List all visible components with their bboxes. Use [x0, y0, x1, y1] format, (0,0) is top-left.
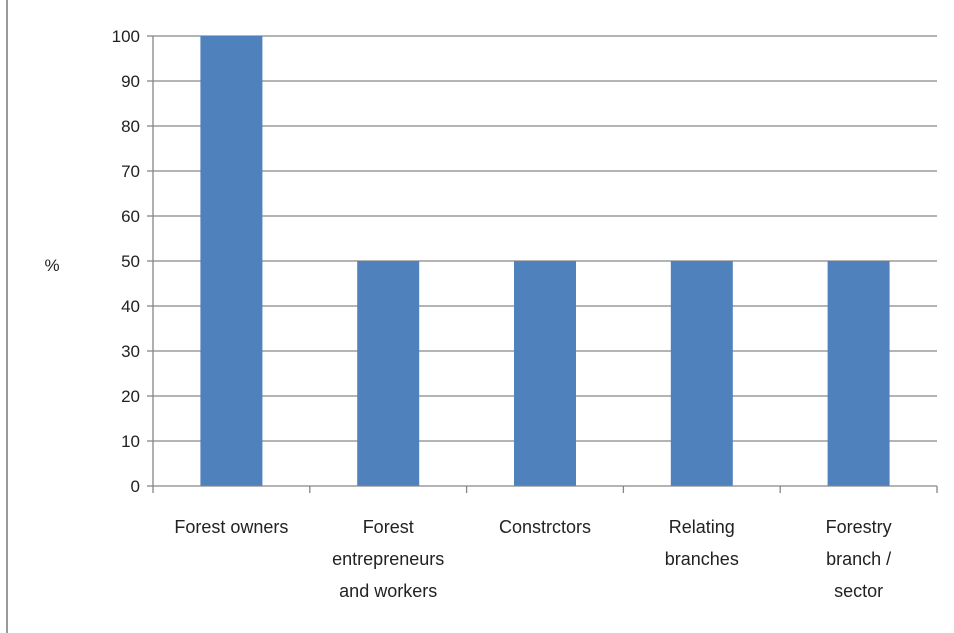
- y-tick-label: 80: [121, 117, 140, 136]
- bar: [514, 261, 576, 486]
- x-category-label: Forestry branch / sector: [826, 517, 892, 601]
- bars: [200, 36, 890, 486]
- bar: [200, 36, 263, 486]
- x-category-label: Forest entrepreneurs and workers: [332, 517, 444, 601]
- y-tick-label: 30: [121, 342, 140, 361]
- y-tick-label: 70: [121, 162, 140, 181]
- y-tick-label: 50: [121, 252, 140, 271]
- x-category-label: Relating branches: [665, 517, 739, 569]
- y-axis-label: %: [44, 256, 59, 275]
- x-category-labels: Forest owners Forest entrepreneurs and work…: [174, 517, 891, 601]
- axes: [147, 35, 938, 493]
- x-category-label: Forest owners: [174, 517, 288, 537]
- y-tick-label: 100: [112, 27, 140, 46]
- y-tick-label: 10: [121, 432, 140, 451]
- bar: [827, 261, 890, 486]
- y-tick-label: 90: [121, 72, 140, 91]
- y-tick-label: 0: [131, 477, 140, 496]
- y-tick-labels: 0 10 20 30 40 50 60 70 80 90 100: [112, 27, 140, 496]
- y-tick-label: 40: [121, 297, 140, 316]
- x-category-label: Constrctors: [499, 517, 591, 537]
- bar: [357, 261, 420, 486]
- bar: [670, 261, 733, 486]
- y-tick-label: 20: [121, 387, 140, 406]
- y-tick-label: 60: [121, 207, 140, 226]
